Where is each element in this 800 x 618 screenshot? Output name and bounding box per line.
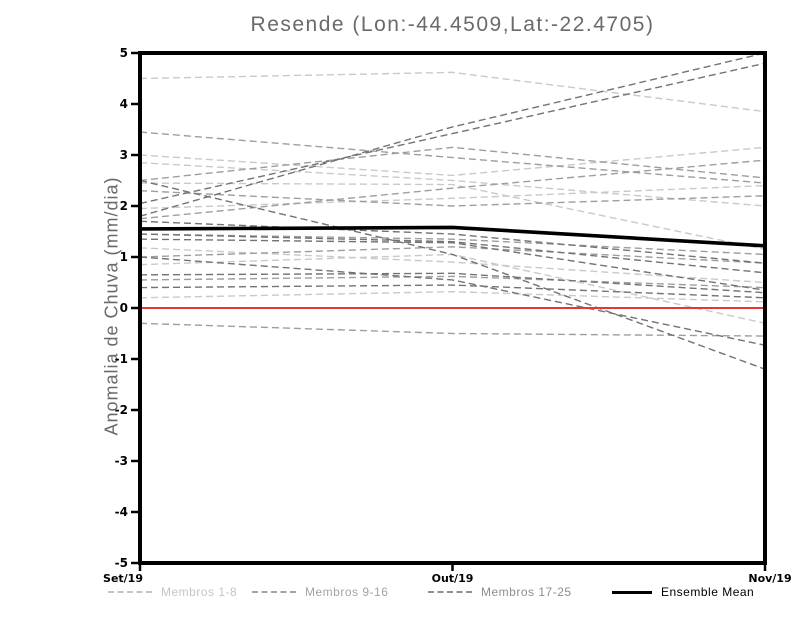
- ensemble-member-line: [139, 179, 766, 370]
- legend-label: Membros 17-25: [481, 585, 572, 599]
- legend-item-ensemble-mean: Ensemble Mean: [612, 585, 754, 599]
- ensemble-member-line: [139, 146, 766, 177]
- x-tick-label: Nov/19: [748, 572, 791, 585]
- ensemble-member-line: [139, 220, 766, 264]
- x-tick-label: Set/19: [103, 572, 143, 585]
- ensemble-member-line: [139, 256, 766, 346]
- ensemble-member-line: [139, 253, 766, 324]
- legend-item-membros-17-25: Membros 17-25: [428, 585, 572, 599]
- ensemble-member-line: [139, 71, 766, 113]
- ensemble-member-line: [139, 322, 766, 337]
- y-tick-label: -1: [115, 352, 128, 366]
- legend-dash-sample-medium: [252, 591, 296, 593]
- ensemble-member-line: [139, 190, 766, 207]
- legend-dash-sample-dark: [428, 591, 472, 593]
- y-tick-label: 2: [120, 199, 128, 213]
- ensemble-mean-line: [139, 225, 766, 248]
- ensemble-member-line: [139, 159, 766, 220]
- legend-solid-sample-mean: [612, 590, 652, 594]
- chart-title: Resende (Lon:-44.4509,Lat:-22.4705): [250, 13, 655, 36]
- legend-label: Membros 1-8: [161, 585, 238, 599]
- y-tick-label: -4: [115, 505, 128, 519]
- ensemble-member-line: [139, 131, 766, 184]
- ensemble-member-line: [139, 184, 766, 210]
- ensemble-member-line: [139, 284, 766, 299]
- ensemble-member-line: [139, 272, 766, 294]
- ensemble-member-line: [139, 146, 766, 182]
- y-tick-label: 0: [120, 301, 128, 315]
- ensemble-member-line: [139, 238, 766, 291]
- ensemble-member-line: [139, 233, 766, 256]
- ensemble-member-line: [139, 182, 766, 251]
- legend: Membros 1-8 Membros 9-16 Membros 17-25 E…: [0, 585, 800, 603]
- ensemble-member-line: [139, 246, 766, 264]
- ensemble-member-line: [139, 161, 766, 207]
- y-tick-label: 4: [120, 97, 128, 111]
- ensemble-member-line: [139, 275, 766, 289]
- y-tick-label: -2: [115, 403, 128, 417]
- legend-item-membros-9-16: Membros 9-16: [252, 585, 388, 599]
- x-tick-label: Out/19: [432, 572, 474, 585]
- ensemble-member-line: [139, 233, 766, 274]
- ensemble-member-line: [139, 290, 766, 303]
- legend-label: Membros 9-16: [305, 585, 389, 599]
- ensemble-member-line: [139, 247, 766, 284]
- ensemble-member-line: [139, 52, 766, 217]
- y-tick-label: -5: [115, 556, 128, 570]
- y-tick-label: 5: [120, 46, 128, 60]
- legend-item-membros-1-8: Membros 1-8: [108, 585, 237, 599]
- y-tick-label: -3: [115, 454, 128, 468]
- legend-label: Ensemble Mean: [661, 585, 755, 599]
- y-tick-label: 3: [120, 148, 128, 162]
- legend-dash-sample-light: [108, 591, 152, 593]
- y-tick-label: 1: [120, 250, 128, 264]
- ensemble-member-line: [139, 62, 766, 205]
